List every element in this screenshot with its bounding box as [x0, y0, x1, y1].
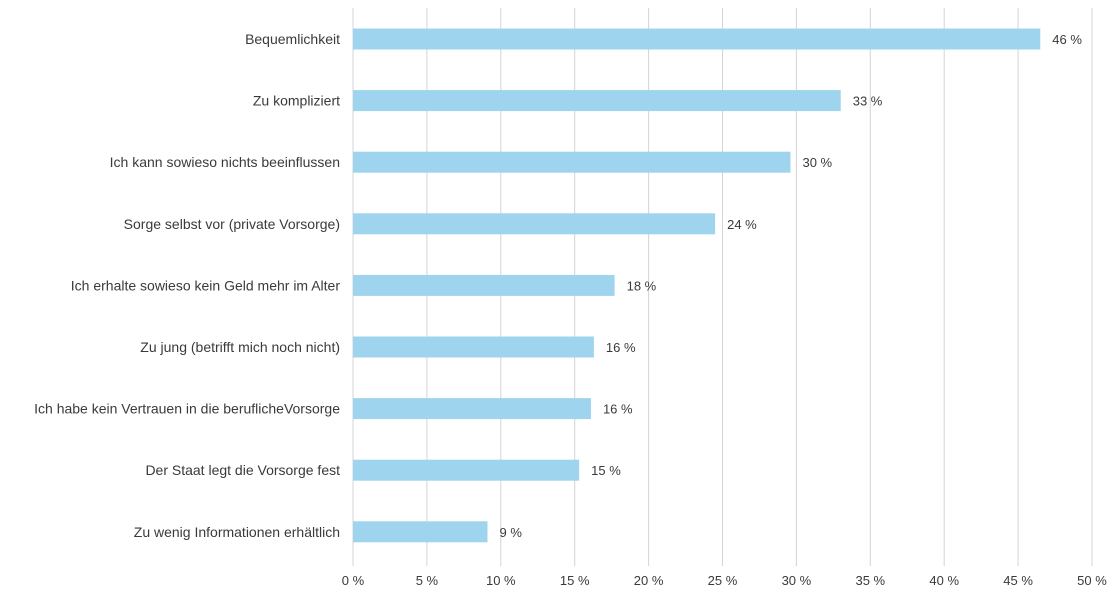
category-label: Der Staat legt die Vorsorge fest [145, 462, 340, 478]
x-tick-label: 30 % [782, 573, 812, 588]
category-label: Sorge selbst vor (private Vorsorge) [124, 216, 340, 232]
bar [353, 336, 594, 358]
bar [353, 151, 791, 173]
category-label: Ich habe kein Vertrauen in die beruflich… [34, 401, 340, 417]
x-tick-label: 15 % [560, 573, 590, 588]
bars [353, 28, 1041, 543]
category-label: Zu wenig Informationen erhältlich [134, 524, 340, 540]
bar [353, 274, 615, 296]
x-tick-label: 5 % [416, 573, 439, 588]
data-label: 24 % [727, 217, 757, 232]
data-label: 46 % [1052, 32, 1082, 47]
bar [353, 28, 1041, 50]
data-label: 18 % [627, 278, 657, 293]
x-tick-label: 25 % [708, 573, 738, 588]
category-label: Bequemlichkeit [245, 31, 340, 47]
data-label: 16 % [603, 402, 633, 417]
x-tick-label: 20 % [634, 573, 664, 588]
bar [353, 459, 580, 481]
x-tick-label: 50 % [1077, 573, 1107, 588]
x-tick-label: 45 % [1003, 573, 1033, 588]
category-label: Zu jung (betrifft mich noch nicht) [140, 339, 340, 355]
x-tick-label: 0 % [342, 573, 365, 588]
bar [353, 398, 591, 420]
category-labels: Bequemlichkeit Zu kompliziert Ich kann sow… [34, 31, 340, 540]
bar [353, 90, 841, 112]
data-label: 30 % [802, 155, 832, 170]
data-label: 16 % [606, 340, 636, 355]
bar [353, 521, 488, 543]
data-label: 15 % [591, 463, 621, 478]
x-tick-label: 35 % [855, 573, 885, 588]
category-label: Ich erhalte sowieso kein Geld mehr im Al… [71, 277, 341, 293]
bar [353, 213, 716, 235]
x-tick-label: 40 % [929, 573, 959, 588]
data-label: 33 % [853, 94, 883, 109]
value-labels: 46 % 33 % 30 % 24 % 18 % 16 % 16 % 15 % 9 % [499, 32, 1082, 540]
category-label: Ich kann sowieso nichts beeinflussen [110, 154, 340, 170]
category-label: Zu kompliziert [253, 93, 340, 109]
x-tick-label: 10 % [486, 573, 516, 588]
x-axis-tick-labels: 0 % 5 % 10 % 15 % 20 % 25 % 30 % 35 % 40 % 45 % 50… [342, 573, 1107, 588]
data-label: 9 % [499, 525, 522, 540]
